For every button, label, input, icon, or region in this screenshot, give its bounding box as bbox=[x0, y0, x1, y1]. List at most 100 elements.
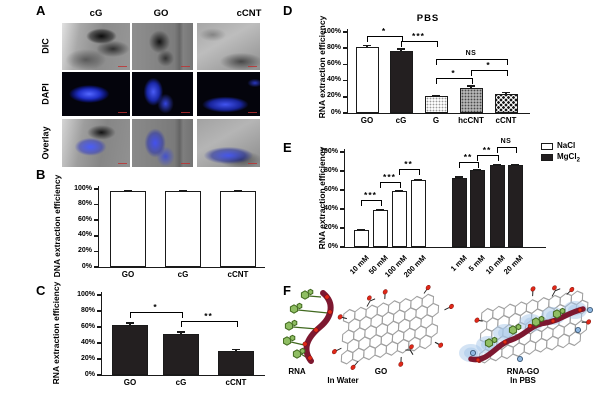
y-tick bbox=[97, 342, 102, 344]
y-axis bbox=[344, 149, 345, 247]
error-bar-cap bbox=[177, 331, 185, 333]
y-tick bbox=[343, 47, 348, 49]
y-tick bbox=[97, 374, 102, 376]
scale-bar-icon bbox=[181, 111, 190, 113]
y-tick-label: 40% bbox=[326, 76, 341, 84]
bar-cg bbox=[389, 50, 413, 113]
error-bar-cap bbox=[511, 164, 519, 166]
significance-label: NS bbox=[500, 138, 512, 145]
scale-bar-icon bbox=[181, 162, 190, 164]
y-tick-label: 0% bbox=[327, 242, 338, 250]
error-bar-cap bbox=[234, 190, 242, 192]
bar-50-mm bbox=[372, 209, 388, 247]
y-tick bbox=[94, 188, 99, 190]
legend-swatch-mgcl bbox=[541, 154, 553, 161]
significance-label: ** bbox=[404, 159, 413, 169]
column-header-cg: cG bbox=[89, 8, 103, 19]
schematic-label-rna-go: RNA-GO bbox=[506, 367, 540, 376]
significance-bracket bbox=[401, 41, 438, 47]
row-label-overlay: Overlay bbox=[40, 126, 51, 160]
y-tick-label: 0% bbox=[81, 262, 92, 270]
micrograph-dic-ccnt bbox=[197, 23, 260, 70]
bar-cg bbox=[163, 334, 199, 375]
y-tick-label: 80% bbox=[326, 43, 341, 51]
y-tick-label: 80% bbox=[80, 306, 95, 314]
x-category-label: cG bbox=[395, 116, 407, 125]
x-category-label: GO bbox=[121, 270, 135, 279]
y-tick bbox=[343, 112, 348, 114]
significance-bracket bbox=[459, 162, 479, 168]
x-axis bbox=[98, 267, 265, 268]
panel-d-letter: D bbox=[283, 3, 293, 18]
rna-go-schematic bbox=[283, 284, 593, 370]
significance-bracket bbox=[471, 70, 508, 76]
bar-1-mm bbox=[451, 177, 467, 247]
panel-a-letter: A bbox=[36, 3, 46, 18]
bar-go bbox=[112, 325, 148, 375]
y-tick-label: 100% bbox=[323, 27, 341, 35]
error-bar-cap bbox=[363, 44, 371, 47]
bar-g bbox=[424, 95, 448, 113]
y-tick-label: 60% bbox=[80, 322, 95, 330]
bar-ccnt bbox=[494, 94, 518, 113]
x-category-label: GO bbox=[360, 116, 374, 125]
error-bar-cap bbox=[397, 48, 405, 50]
significance-bracket bbox=[477, 155, 499, 161]
error-bar-cap bbox=[179, 190, 187, 192]
y-tick-label: 0% bbox=[84, 370, 95, 378]
y-tick bbox=[94, 203, 99, 206]
y-tick bbox=[340, 170, 345, 172]
y-tick bbox=[343, 79, 348, 82]
error-bar-cap bbox=[432, 94, 440, 97]
micrograph-dapi-go bbox=[132, 72, 193, 116]
rna-ribbon bbox=[303, 290, 334, 364]
y-tick bbox=[343, 31, 348, 33]
y-tick-label: 60% bbox=[77, 215, 92, 223]
significance-bracket bbox=[367, 36, 403, 42]
y-tick-label: 100% bbox=[320, 147, 338, 155]
error-bar-cap bbox=[455, 176, 463, 178]
x-category-label: cCNT bbox=[227, 270, 249, 279]
y-tick-label: 20% bbox=[80, 354, 95, 362]
column-header-ccnt: cCNT bbox=[236, 8, 262, 19]
bar-ccnt bbox=[220, 191, 256, 267]
error-bar-cap bbox=[357, 228, 365, 231]
graphene-sheet bbox=[332, 284, 454, 370]
y-tick-label: 60% bbox=[323, 185, 338, 193]
significance-bracket bbox=[130, 312, 183, 318]
panel-e-letter: E bbox=[283, 140, 292, 155]
error-bar bbox=[180, 331, 182, 335]
row-label-dapi: DAPI bbox=[40, 83, 51, 105]
significance-label: * bbox=[153, 302, 158, 312]
significance-label: *** bbox=[383, 172, 396, 182]
column-header-go: GO bbox=[153, 8, 169, 19]
significance-bracket bbox=[399, 169, 420, 175]
bar-5-mm bbox=[469, 170, 485, 247]
significance-bracket bbox=[380, 182, 401, 188]
y-tick-label: 40% bbox=[77, 231, 92, 239]
rna-ribbon-on-go bbox=[468, 306, 586, 363]
scale-bar-icon bbox=[248, 65, 257, 67]
significance-label: ** bbox=[204, 311, 213, 321]
bar-100-mm bbox=[391, 190, 407, 247]
y-tick-label: 80% bbox=[323, 166, 338, 174]
significance-label: ** bbox=[463, 152, 473, 162]
error-bar-cap bbox=[493, 164, 501, 166]
y-tick-label: 100% bbox=[77, 290, 95, 298]
scale-bar-icon bbox=[118, 111, 127, 113]
row-label-dic: DIC bbox=[40, 38, 51, 54]
panel-b-letter: B bbox=[36, 167, 46, 182]
x-axis bbox=[344, 247, 546, 248]
y-tick-label: 20% bbox=[323, 223, 338, 231]
y-tick bbox=[340, 246, 345, 248]
scale-bar-icon bbox=[248, 162, 257, 164]
bar-200-mm bbox=[410, 179, 426, 247]
micrograph-overlay-go bbox=[132, 119, 193, 167]
bar-10-mm bbox=[353, 229, 369, 247]
y-axis bbox=[347, 29, 348, 113]
significance-label: *** bbox=[364, 190, 377, 200]
y-tick-label: 0% bbox=[330, 108, 341, 116]
significance-label: NS bbox=[465, 50, 477, 57]
significance-label: * bbox=[451, 68, 456, 78]
